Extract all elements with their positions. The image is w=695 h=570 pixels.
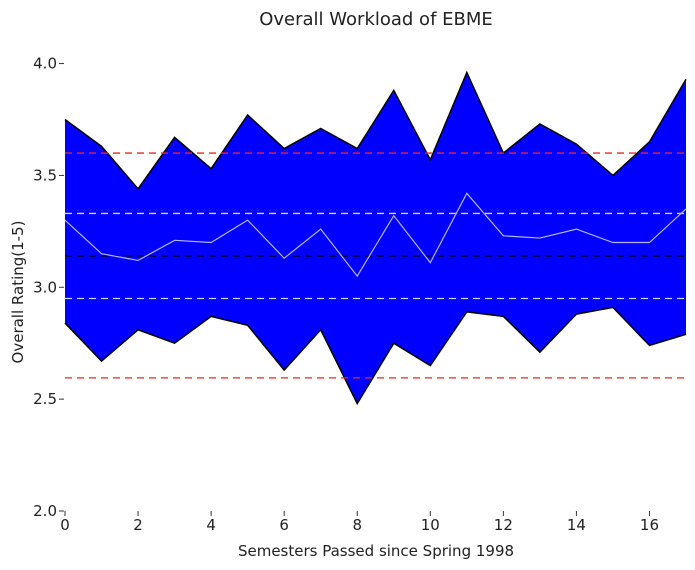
y-tick-label: 3.5 (33, 166, 57, 184)
x-tick-label: 8 (352, 516, 362, 534)
x-tick-label: 14 (567, 516, 586, 534)
x-tick-label: 16 (640, 516, 659, 534)
y-tick-label: 2.5 (33, 390, 57, 408)
upper-edge-line (64, 70, 687, 191)
y-tick-label: 2.0 (33, 502, 57, 520)
x-tick-label: 0 (60, 516, 70, 534)
x-tick-label: 6 (279, 516, 289, 534)
y-tick-label: 4.0 (33, 55, 57, 73)
chart-title: Overall Workload of EBME (259, 9, 493, 30)
plot-area (64, 70, 687, 406)
axes: 0 2 4 6 8 10 12 14 16 2.0 2.5 3.0 3.5 4.0 (33, 55, 659, 534)
x-tick-label: 10 (421, 516, 440, 534)
x-tick-label: 4 (206, 516, 216, 534)
band-area (65, 72, 686, 404)
lower-edge-line (64, 306, 687, 406)
y-tick-label: 3.0 (33, 278, 57, 296)
x-tick-label: 12 (494, 516, 513, 534)
x-axis-label: Semesters Passed since Spring 1998 (238, 542, 514, 560)
x-tick-label: 2 (133, 516, 143, 534)
y-axis-label: Overall Rating(1-5) (9, 221, 27, 364)
mean-line (64, 192, 687, 278)
